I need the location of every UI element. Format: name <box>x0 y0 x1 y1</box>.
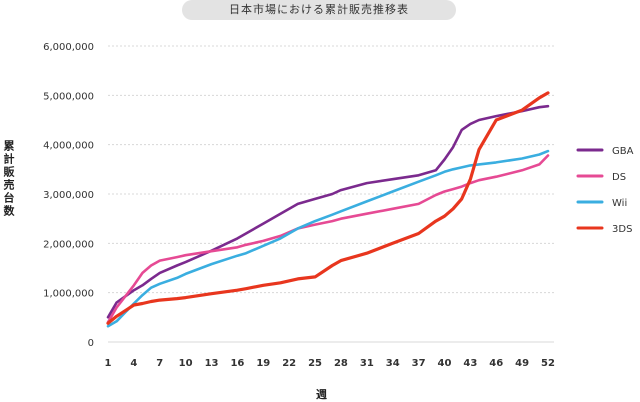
series-line-ds <box>106 154 550 324</box>
y-tick-label: 4,000,000 <box>43 141 94 152</box>
x-tick-label: 37 <box>412 358 426 369</box>
x-tick-label: 13 <box>205 358 219 369</box>
x-tick-label: 7 <box>156 358 163 369</box>
x-tick-label: 43 <box>463 358 477 369</box>
y-tick-label: 5,000,000 <box>43 91 94 102</box>
x-tick-label: 52 <box>541 358 555 369</box>
y-tick-label: 3,000,000 <box>43 190 94 201</box>
x-tick-label: 40 <box>438 358 452 369</box>
x-tick-label: 4 <box>130 358 137 369</box>
x-tick-label: 28 <box>334 358 348 369</box>
y-tick-label: 0 <box>88 338 94 349</box>
series-line-3ds <box>106 91 550 325</box>
x-tick-label: 22 <box>282 358 296 369</box>
x-tick-label: 10 <box>179 358 193 369</box>
x-tick-label: 1 <box>105 358 112 369</box>
legend-label-3ds: 3DS <box>612 224 632 235</box>
y-tick-label: 2,000,000 <box>43 239 94 250</box>
x-tick-label: 16 <box>230 358 244 369</box>
x-tick-label: 49 <box>515 358 529 369</box>
x-axis-label: 週 <box>316 388 327 401</box>
series-line-gba <box>106 104 550 319</box>
y-tick-label: 1,000,000 <box>43 289 94 300</box>
y-axis-label: 累計販売台数 <box>2 140 15 218</box>
y-tick-label: 6,000,000 <box>43 42 94 53</box>
x-tick-label: 34 <box>386 358 400 369</box>
x-tick-label: 46 <box>489 358 503 369</box>
legend-label-gba: GBA <box>612 146 634 157</box>
chart-title: 日本市場における累計販売推移表 <box>182 0 456 20</box>
x-tick-label: 19 <box>256 358 270 369</box>
legend-label-wii: Wii <box>612 198 627 209</box>
x-tick-label: 25 <box>308 358 322 369</box>
legend-label-ds: DS <box>612 172 626 183</box>
x-tick-label: 31 <box>360 358 374 369</box>
series-line-wii <box>106 149 550 328</box>
